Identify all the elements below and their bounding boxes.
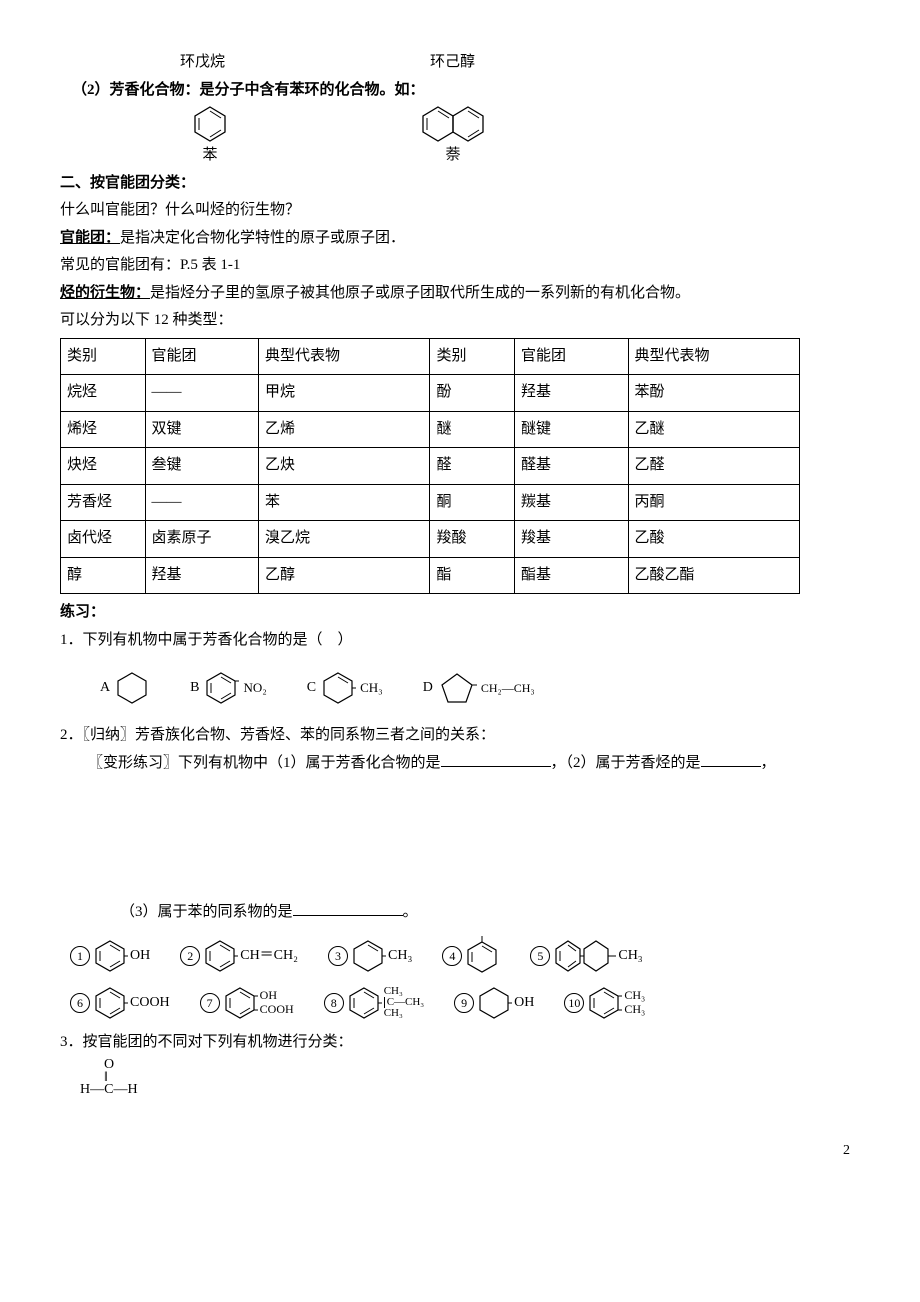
frag-line: H—C—H [80,1082,860,1099]
benzoic-acid-icon [92,986,128,1020]
mol-1: 1 OH [70,939,150,973]
deriv-def-line: 烃的衍生物：是指烃分子里的氢原子被其他原子或原子团取代所生成的一系列新的有机化合… [60,281,860,307]
naphthalene-block: 萘 [420,105,486,169]
mol-6: 6 COOH [70,986,170,1020]
table-row: 卤代烃卤素原子溴乙烷羧酸羧基乙酸 [61,521,800,558]
fg-common: 常见的官能团有：P.5 表 1-1 [60,253,860,279]
biphenyl-methyl-icon [552,939,616,973]
cyclohexene-icon [320,671,356,705]
styrene-icon [202,939,238,973]
page-number: 2 [60,1139,860,1163]
cyclohexanol-icon [476,986,512,1020]
th: 官能团 [145,338,259,375]
q1-options: A B NO₂ C CH₃ D CH₂—CH₃ [100,671,860,705]
fg-def-line: 官能团：是指决定化合物化学特性的原子或原子团． [60,226,860,252]
deriv-types: 可以分为以下 12 种类型： [60,308,860,334]
benzene-icon [190,105,230,143]
aromatic-examples: 苯 萘 [190,105,860,169]
mol-7: 7 OH COOH [200,986,294,1020]
q3-text: 3．按官能团的不同对下列有机物进行分类： [60,1030,860,1056]
mol-4: 4 [442,936,500,976]
table-row: 醇羟基乙醇酯酯基乙酸乙酯 [61,557,800,594]
th: 典型代表物 [259,338,430,375]
blank [701,751,761,767]
naphthalene-label: 萘 [420,143,486,169]
deriv-def: 是指烃分子里的氢原子被其他原子或原子团取代所生成的一系列新的有机化合物。 [150,285,690,301]
phenol-icon [92,939,128,973]
cyclopentane-icon [437,671,477,705]
table-header-row: 类别 官能团 典型代表物 类别 官能团 典型代表物 [61,338,800,375]
structural-fragment: O ‖ H—C—H [80,1057,860,1099]
q1-text: 1．下列有机物中属于芳香化合物的是（ ） [60,628,860,654]
mol-3: 3 CH₃ [328,939,412,973]
molecules-row-1: 1 OH 2 CH＝CH₂ 3 CH₃ 4 5 CH₃ [70,936,860,976]
q2-line3: （3）属于苯的同系物的是。 [120,900,860,926]
table-row: 炔烃叁键乙炔醛醛基乙醛 [61,448,800,485]
th: 类别 [61,338,146,375]
fg-def: 是指决定化合物化学特性的原子或原子团． [120,230,405,246]
mol-2: 2 CH＝CH₂ [180,939,298,973]
question-what: 什么叫官能团？什么叫烃的衍生物？ [60,198,860,224]
benzene-block: 苯 [190,105,230,169]
table-row: 烯烃双键乙烯醚醚键乙醚 [61,411,800,448]
cumene-icon [346,986,382,1020]
option-a: A [100,671,150,705]
salicylic-acid-icon [222,986,258,1020]
fig-labels-row: 环戊烷 环己醇 [180,50,860,76]
section2-title: 二、按官能团分类： [60,171,860,197]
th: 官能团 [515,338,629,375]
mol-8: 8 CH₃ C—CH₃ CH₃ [324,986,424,1020]
deriv-label: 烃的衍生物： [60,285,150,301]
cyclohexane-icon [114,671,150,705]
mol-9: 9 OH [454,986,534,1020]
cyclopentane-label: 环戊烷 [180,50,430,76]
blank [441,751,551,767]
mol-10: 10 CH₃ CH₃ [564,986,645,1020]
frag-o: O [104,1057,860,1074]
q2-line1: 2．〖归纳〗芳香族化合物、芳香烃、苯的同系物三者之间的关系： [60,723,860,749]
benzene-icon [203,671,239,705]
option-b: B NO₂ [190,671,267,705]
cyclohexadiene-icon [464,936,500,976]
xylene-icon [586,986,622,1020]
option-d: D CH₂—CH₃ [423,671,535,705]
practice-title: 练习： [60,600,860,626]
table-row: 烷烃——甲烷酚羟基苯酚 [61,375,800,412]
molecules-row-2: 6 COOH 7 OH COOH 8 CH₃ C—CH₃ CH₃ 9 OH 10… [70,986,860,1020]
q2-line2: 〖变形练习〗下列有机物中（1）属于芳香化合物的是，（2）属于芳香烃的是， [88,751,860,777]
naphthalene-icon [420,105,486,143]
aromatic-def: （2）芳香化合物：是分子中含有苯环的化合物。如： [72,78,860,104]
th: 典型代表物 [628,338,799,375]
methylcyclohexene-icon [350,939,386,973]
benzene-label: 苯 [190,143,230,169]
mol-5: 5 CH₃ [530,939,642,973]
th: 类别 [430,338,515,375]
classification-table: 类别 官能团 典型代表物 类别 官能团 典型代表物 烷烃——甲烷酚羟基苯酚 烯烃… [60,338,800,595]
table-row: 芳香烃——苯酮羰基丙酮 [61,484,800,521]
blank [293,900,403,916]
spacer [60,778,860,898]
option-c: C CH₃ [307,671,383,705]
fg-label: 官能团： [60,230,120,246]
cyclohexanol-label: 环己醇 [430,50,630,76]
